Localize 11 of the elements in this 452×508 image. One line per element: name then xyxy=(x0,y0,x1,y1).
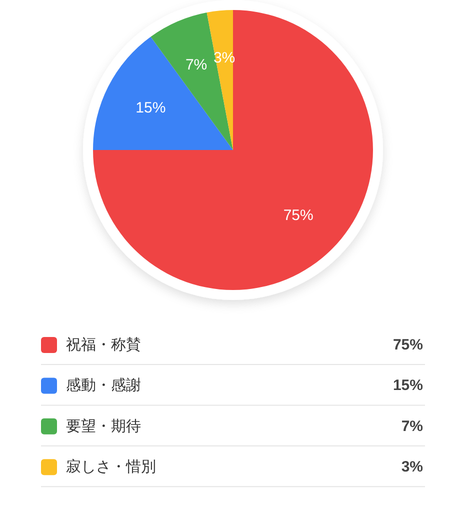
slice-label: 15% xyxy=(136,100,166,117)
legend-label: 祝福・称賛 xyxy=(66,336,141,354)
slice-label: 7% xyxy=(185,56,208,74)
legend-label: 感動・感謝 xyxy=(66,377,141,394)
legend-value: 7% xyxy=(401,418,423,435)
slice-label: 75% xyxy=(283,206,314,224)
legend-value: 3% xyxy=(401,458,423,476)
legend-value: 75% xyxy=(392,336,423,354)
legend-label: 要望・期待 xyxy=(66,418,141,435)
legend-label: 寂しさ・惜別 xyxy=(66,458,156,476)
legend-value: 15% xyxy=(392,377,423,394)
